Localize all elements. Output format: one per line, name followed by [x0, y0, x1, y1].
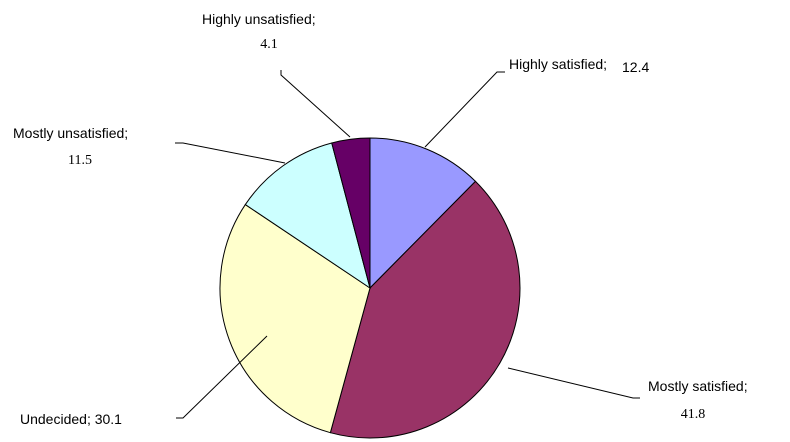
- label-highly-satisfied-name: Highly satisfied;: [509, 56, 607, 72]
- label-highly-satisfied-value: 12.4: [622, 59, 649, 75]
- leader-line-mostly-unsatisfied: [175, 142, 286, 164]
- leader-line-mostly-satisfied: [507, 367, 640, 399]
- pie-slice-highly-satisfied: [369, 137, 477, 290]
- label-highly-unsatisfied-name: Highly unsatisfied;: [202, 11, 316, 27]
- pie-slice-highly-unsatisfied: [331, 137, 371, 289]
- label-undecided: Undecided; 30.1: [20, 411, 122, 427]
- leader-lines: [175, 70, 640, 419]
- label-mostly-unsatisfied-value: 11.5: [68, 153, 92, 168]
- pie-slice-undecided: [219, 203, 371, 434]
- label-mostly-unsatisfied-name: Mostly unsatisfied;: [13, 125, 128, 141]
- label-mostly-satisfied-name: Mostly satisfied;: [648, 378, 748, 394]
- pie-slice-mostly-satisfied: [329, 180, 521, 439]
- leader-line-undecided: [176, 335, 268, 419]
- pie-slice-mostly-unsatisfied: [244, 142, 371, 290]
- label-mostly-satisfied-value: 41.8: [681, 407, 706, 422]
- leader-line-highly-unsatisfied: [280, 70, 351, 138]
- pie-slices: [219, 137, 521, 439]
- label-highly-unsatisfied-value: 4.1: [260, 37, 278, 52]
- leader-line-highly-satisfied: [424, 71, 505, 148]
